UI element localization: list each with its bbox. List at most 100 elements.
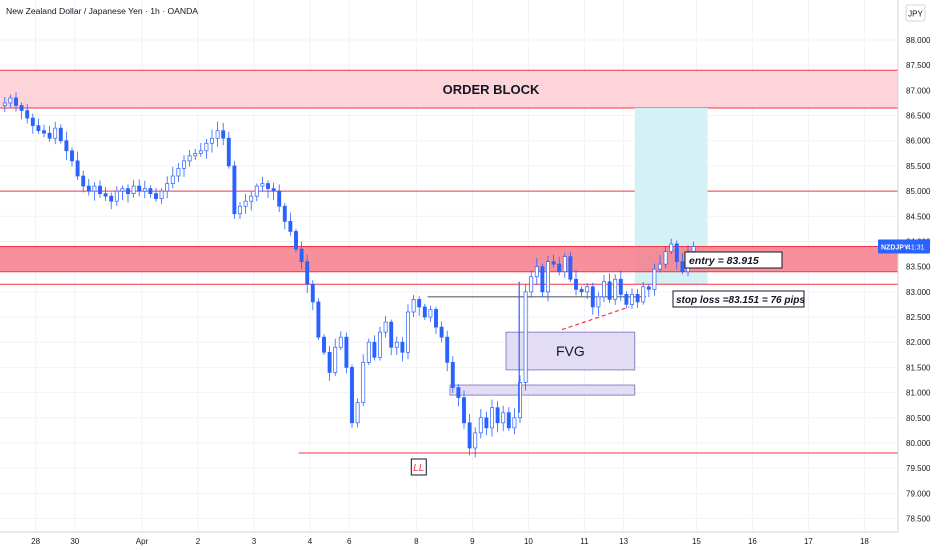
x-tick-label-8: 9 [470,537,475,546]
x-tick-label-1: 30 [70,537,79,546]
candle-body-91 [512,417,517,429]
currency-label: JPY [908,10,923,19]
candle-body-6 [36,125,41,132]
candle-body-72 [406,311,410,353]
stop-loss-label: stop loss =83.151 = 76 pips [676,295,805,306]
candle-body-68 [383,321,388,333]
candle-body-3 [19,105,24,111]
candle-body-26 [148,188,153,194]
y-tick-label-10: 83.000 [906,288,931,297]
candle-body-101 [568,256,573,280]
candle-body-69 [389,321,394,348]
candle-body-66 [372,341,377,358]
candle-body-18 [103,193,108,197]
candle-body-34 [193,152,198,157]
candle-body-65 [366,341,371,363]
candle-body-117 [658,263,662,270]
candle-body-75 [422,306,427,318]
trendline-dashed [561,306,630,331]
candle-body-110 [618,278,623,295]
candle-body-57 [322,336,326,353]
candle-body-107 [602,281,606,298]
candle-body-89 [501,412,506,424]
candle-body-36 [204,142,209,152]
candle-body-9 [53,127,58,139]
order-block-zone [0,70,898,108]
candle-body-120 [674,243,679,262]
y-tick-label-14: 81.000 [906,389,931,398]
candle-body-40 [226,137,231,167]
x-tick-label-5: 4 [308,537,313,546]
candle-body-56 [316,301,321,338]
y-tick-label-2: 87.000 [906,86,931,95]
x-tick-label-9: 10 [524,537,533,546]
candle-body-116 [652,268,657,290]
candle-body-93 [523,291,528,383]
candle-body-30 [170,175,175,184]
symbol-price-tag [878,239,930,254]
order-block-label: ORDER BLOCK [443,82,540,97]
candle-body-1 [8,97,13,104]
candle-body-11 [64,140,69,152]
y-tick-label-6: 85.000 [906,187,931,196]
candle-body-104 [585,286,590,293]
candle-body-88 [495,407,500,424]
symbol-tag-label: NZDJPY [881,245,909,252]
candle-body-60 [338,336,343,348]
candle-body-15 [86,185,91,192]
candle-body-59 [333,346,338,373]
candle-body-38 [215,130,220,139]
candle-body-77 [434,309,438,328]
candle-body-7 [42,130,46,134]
candle-body-106 [596,296,601,308]
candle-body-64 [361,362,366,404]
x-tick-label-10: 11 [580,537,589,546]
annotations-layer: entry = 83.915 stop loss =83.151 = 76 pi… [410,251,805,476]
fvg-label: FVG [556,343,585,359]
candle-body-92 [518,382,522,419]
candle-body-58 [327,351,332,373]
candles-layer [2,92,696,458]
candle-body-114 [641,286,646,303]
x-tick-label-6: 6 [347,537,352,546]
y-tick-label-13: 81.500 [906,363,931,372]
candle-body-27 [154,193,158,200]
currency-box[interactable] [905,4,926,22]
y-tick-label-15: 80.500 [906,414,931,423]
candle-body-25 [142,188,147,192]
candle-body-43 [243,200,248,207]
y-tick-label-3: 86.500 [906,112,931,121]
candle-body-63 [355,402,360,424]
candle-body-79 [445,336,450,363]
ll-label-box [410,458,427,476]
candle-body-35 [198,150,203,154]
y-tick-label-1: 87.500 [906,61,931,70]
candle-body-19 [109,195,114,202]
candle-body-47 [266,183,270,189]
x-tick-label-11: 13 [619,537,628,546]
candle-body-119 [669,243,674,252]
x-tick-label-0: 28 [31,537,40,546]
candle-body-85 [478,417,483,434]
entry-label: entry = 83.915 [689,255,759,267]
x-tick-label-13: 16 [748,537,757,546]
candle-body-123 [691,246,696,252]
time-axis: 28 30 Apr 2 3 4 6 8 9 10 11 13 15 16 17 18 [0,531,932,550]
candle-body-14 [81,175,86,187]
candle-body-78 [439,326,444,338]
y-tick-label-9: 83.500 [906,263,931,272]
y-tick-label-12: 82.000 [906,338,931,347]
candle-body-96 [540,266,545,293]
price-axis: JPY 88.000 87.500 87.000 86.500 86.000 85.500… [878,0,932,532]
candle-body-5 [30,117,35,126]
x-tick-label-12: 15 [692,537,701,546]
candle-body-52 [294,231,298,250]
y-tick-label-16: 80.000 [906,439,931,448]
candle-body-44 [249,195,254,202]
candle-body-82 [462,397,466,424]
candle-body-62 [350,367,354,424]
candle-body-42 [238,205,242,215]
chart-title: New Zealand Dollar / Japanese Yen · 1h ·… [6,6,198,16]
candle-body-102 [574,278,578,290]
